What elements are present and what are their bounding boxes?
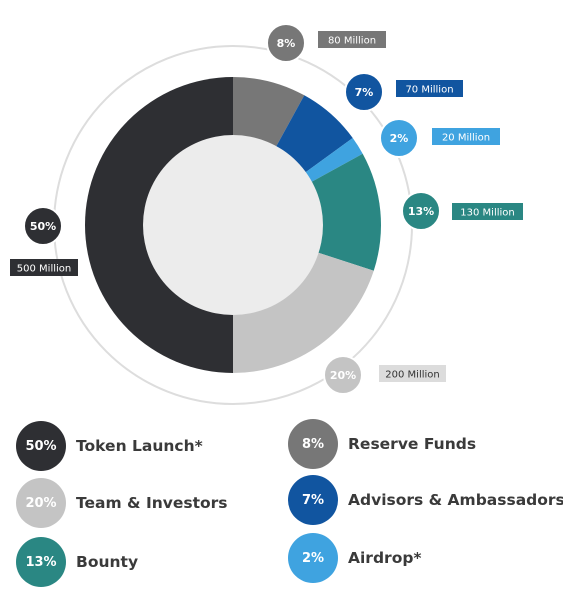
- callout-tag-airdrop: [432, 128, 500, 145]
- legend-item-airdrop: 2% Airdrop*: [288, 532, 422, 584]
- callout-tag-team-investors: [379, 365, 446, 382]
- token-distribution-donut-chart: 8% 80 Million 7% 70 Million 2% 20 Million 13% 1…: [10, 23, 523, 405]
- chart-legend: 50% Token Launch* 20% Team & Investors 1…: [0, 410, 563, 596]
- callout-percent-advisors-ambassadors: 7%: [355, 86, 374, 99]
- callout-badge-airdrop: [379, 118, 419, 158]
- legend-label-advisors-ambassadors: Advisors & Ambassadors: [348, 491, 563, 509]
- legend-badge-advisors-ambassadors: 7%: [288, 475, 338, 525]
- legend-label-team-investors: Team & Investors: [76, 494, 228, 512]
- callout-badge-bounty: [401, 191, 441, 231]
- legend-badge-reserve-funds: 8%: [288, 419, 338, 469]
- donut-center: [143, 135, 323, 315]
- callout-amount-team-investors: 200 Million: [385, 370, 439, 381]
- legend-item-token-launch: 50% Token Launch*: [16, 420, 203, 472]
- callout-percent-airdrop: 2%: [390, 132, 409, 145]
- callout-tag-token-launch: [10, 259, 78, 276]
- callout-percent-team-investors: 20%: [330, 369, 356, 382]
- legend-badge-bounty: 13%: [16, 537, 66, 587]
- legend-label-bounty: Bounty: [76, 553, 139, 571]
- legend-item-bounty: 13% Bounty: [16, 536, 138, 588]
- callout-amount-bounty: 130 Million: [460, 208, 514, 219]
- callout-tag-bounty: [452, 203, 523, 220]
- callout-badge-advisors-ambassadors: [344, 72, 384, 112]
- callout-percent-bounty: 13%: [408, 205, 434, 218]
- callout-tag-reserve-funds: [318, 31, 386, 48]
- callout-badge-token-launch: [23, 206, 63, 246]
- legend-badge-airdrop: 2%: [288, 533, 338, 583]
- legend-label-reserve-funds: Reserve Funds: [348, 435, 477, 453]
- legend-item-reserve-funds: 8% Reserve Funds: [288, 418, 476, 470]
- callout-percent-reserve-funds: 8%: [277, 37, 296, 50]
- callout-amount-advisors-ambassadors: 70 Million: [405, 85, 453, 96]
- callout-amount-token-launch: 500 Million: [17, 264, 71, 275]
- legend-label-token-launch: Token Launch*: [76, 437, 203, 455]
- callout-badge-team-investors: [323, 355, 363, 395]
- legend-badge-token-launch: 50%: [16, 421, 66, 471]
- callout-badge-reserve-funds: [266, 23, 306, 63]
- callout-amount-reserve-funds: 80 Million: [328, 36, 376, 47]
- legend-item-team-investors: 20% Team & Investors: [16, 477, 228, 529]
- callout-amount-airdrop: 20 Million: [442, 133, 490, 144]
- legend-item-advisors-ambassadors: 7% Advisors & Ambassadors: [288, 474, 563, 526]
- callout-tag-advisors-ambassadors: [396, 80, 463, 97]
- legend-label-airdrop: Airdrop*: [348, 549, 422, 567]
- callout-percent-token-launch: 50%: [30, 220, 56, 233]
- legend-badge-team-investors: 20%: [16, 478, 66, 528]
